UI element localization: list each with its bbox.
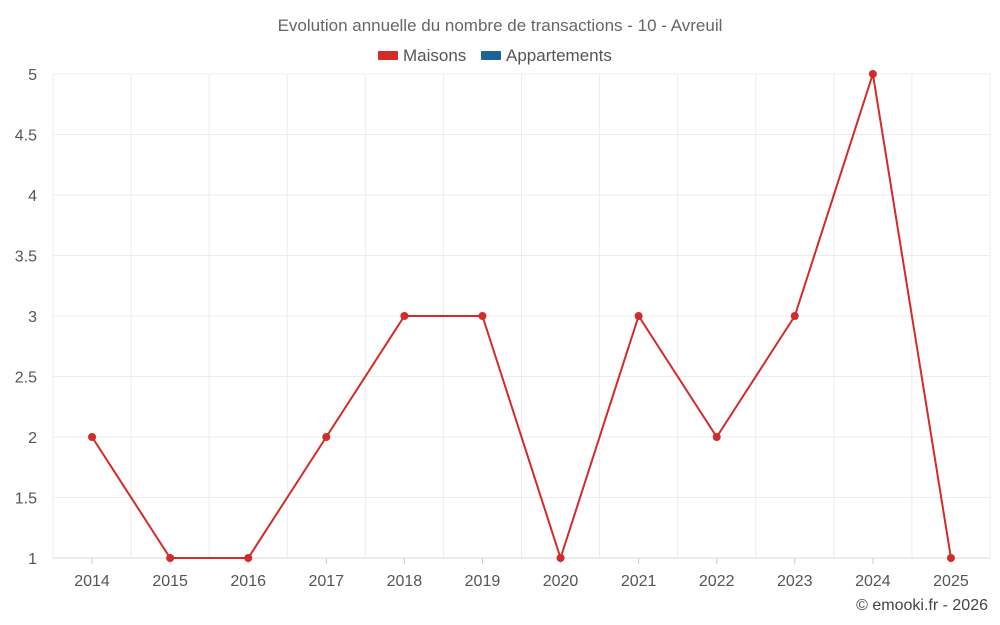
data-point-2024[interactable] — [868, 70, 877, 78]
y-tick-label: 3.5 — [15, 249, 37, 266]
data-point-2019[interactable] — [478, 312, 487, 320]
legend-swatch-maisons — [378, 51, 398, 60]
y-tick-label: 4.5 — [15, 128, 37, 145]
data-point-2020[interactable] — [556, 554, 565, 562]
x-tick-label: 2021 — [621, 573, 657, 590]
y-axis-ticks: 1 1.5 2 2.5 3 3.5 4 4.5 5 — [15, 67, 37, 568]
x-tick-label: 2020 — [543, 573, 579, 590]
data-point-2017[interactable] — [322, 433, 331, 441]
series-maisons — [88, 70, 955, 562]
x-tick-label: 2019 — [465, 573, 501, 590]
data-point-2016[interactable] — [244, 554, 253, 562]
x-tick-label: 2018 — [387, 573, 423, 590]
legend-label-maisons: Maisons — [403, 46, 466, 65]
data-point-2014[interactable] — [88, 433, 97, 441]
y-tick-label: 5 — [28, 67, 37, 84]
data-point-2023[interactable] — [790, 312, 799, 320]
x-tick-label: 2017 — [308, 573, 344, 590]
y-tick-label: 1 — [28, 551, 37, 568]
legend-swatch-appartements — [481, 51, 501, 60]
y-tick-label: 2.5 — [15, 370, 37, 387]
legend: Maisons Appartements — [378, 46, 612, 65]
data-point-2015[interactable] — [166, 554, 175, 562]
y-tick-label: 1.5 — [15, 491, 37, 508]
chart-title: Evolution annuelle du nombre de transact… — [278, 16, 723, 35]
x-axis-ticks: 2014 2015 2016 2017 2018 2019 2020 2021 2022 2023… — [74, 558, 969, 590]
y-tick-label: 2 — [28, 430, 37, 447]
y-tick-label: 3 — [28, 309, 37, 326]
data-point-2021[interactable] — [634, 312, 643, 320]
legend-label-appartements: Appartements — [506, 46, 612, 65]
x-tick-label: 2023 — [777, 573, 813, 590]
x-tick-label: 2015 — [152, 573, 188, 590]
x-tick-label: 2016 — [230, 573, 266, 590]
y-tick-label: 4 — [28, 188, 37, 205]
x-tick-label: 2025 — [933, 573, 969, 590]
data-point-2018[interactable] — [400, 312, 409, 320]
data-point-2022[interactable] — [712, 433, 721, 441]
x-tick-label: 2022 — [699, 573, 735, 590]
series-line-maisons — [91, 73, 952, 559]
legend-item-maisons[interactable]: Maisons — [378, 46, 466, 65]
credit-text: © emooki.fr - 2026 — [856, 597, 988, 614]
legend-item-appartements[interactable]: Appartements — [481, 46, 612, 65]
x-tick-label: 2024 — [855, 573, 891, 590]
data-point-2025[interactable] — [946, 554, 955, 562]
x-tick-label: 2014 — [74, 573, 110, 590]
